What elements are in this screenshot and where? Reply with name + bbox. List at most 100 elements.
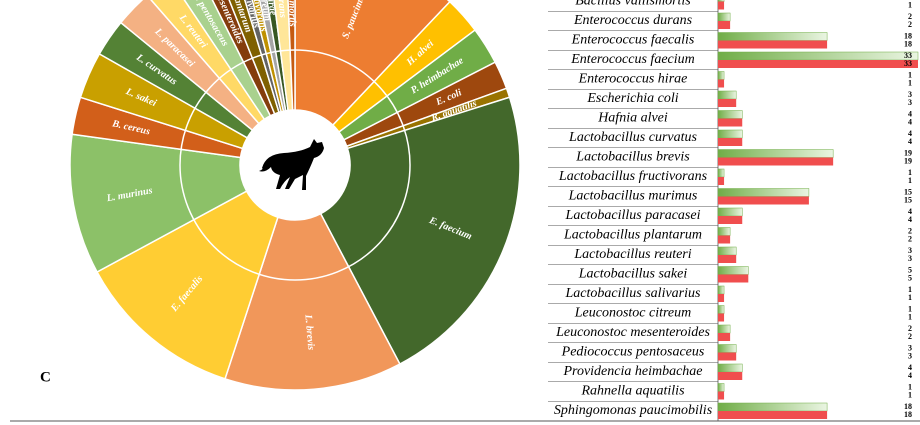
value-label: 1 [908,390,912,399]
bar [717,363,743,373]
inner-ring [179,49,411,281]
row-label: Bacillus vallismortis [575,0,691,9]
value-label: 4 [908,215,912,224]
bar [718,391,725,400]
value-label: 1 [908,0,912,1]
value-label: 1 [908,70,912,79]
value-label: 2 [908,20,912,29]
value-label: 1 [908,176,912,185]
value-label: 18 [904,39,912,48]
value-label: 5 [908,273,912,282]
panel-label: C [40,369,51,385]
bar [717,344,737,353]
value-label: 1 [908,312,912,321]
value-label: 1 [908,285,912,294]
row-label: Lactobacillus paracasei [565,208,701,223]
bar [717,207,743,217]
value-label: 33 [904,59,912,68]
row-label: Lactobacillus reuteri [573,247,691,262]
bar [717,110,743,119]
bar [718,138,743,146]
bar [718,352,737,361]
bar [717,402,828,412]
bar [718,177,725,185]
value-label: 15 [904,187,912,196]
bar [718,235,731,244]
slice-label: L. brevis [302,313,316,350]
row-label: Lactobacillus fructivorans [558,169,708,184]
bar [717,129,743,139]
slice-label: E. durans [274,0,288,18]
value-label: 3 [908,254,912,263]
value-label: 3 [908,98,912,107]
bar [718,196,809,205]
bar [717,32,828,41]
value-label: 5 [908,265,912,274]
value-label: 3 [908,351,912,360]
value-label: 19 [904,148,912,157]
row-label: Enterococcus faecium [570,52,695,67]
row-label: Lactobacillus curvatus [568,130,697,145]
bar [718,411,828,419]
bar [718,274,749,283]
value-label: 1 [908,382,912,391]
row-label: Lactobacillus salivarius [565,286,702,301]
bar [717,285,725,295]
bar [718,21,731,29]
value-label: 1 [908,0,912,9]
cat-icon [259,139,324,190]
value-label: 2 [908,324,912,333]
row-label: Lactobacillus sakei [578,267,688,282]
bar [718,294,725,302]
bar [718,1,725,10]
bar [718,216,743,224]
value-label: 4 [908,363,912,372]
value-label: 4 [908,207,912,216]
row-label: Sphingomonas paucimobilis [554,403,713,418]
bar [717,51,919,61]
bar [717,149,834,158]
value-label: 1 [908,78,912,87]
bar [718,79,725,88]
row-label: Hafnia alvei [597,111,668,126]
pie-slice [69,133,248,273]
bar [718,372,743,380]
row-label: Lactobacillus plantarum [563,228,702,243]
value-label: 4 [908,109,912,118]
slice-label: B. vallismortis [286,0,298,27]
bar [717,71,725,80]
row-label: Lactobacillus murimus [568,189,698,204]
bar [717,324,731,334]
value-label: 1 [908,293,912,302]
value-label: 4 [908,137,912,146]
value-label: 2 [908,332,912,341]
bar [717,188,810,197]
bar [717,305,725,314]
bar [718,255,737,263]
value-label: 2 [908,12,912,21]
bar [717,12,731,22]
value-label: 3 [908,90,912,99]
bar [717,246,737,256]
bar [718,118,743,127]
value-label: 4 [908,117,912,126]
value-label: 18 [904,31,912,40]
row-label: Providencia heimbachae [562,364,702,379]
row-label: Leuconostoc citreum [574,306,692,321]
bar [718,333,731,341]
value-label: 33 [904,51,912,60]
row-label: Escherichia coli [586,91,678,106]
value-label: 19 [904,156,912,165]
row-label: Lactobacillus brevis [575,150,690,165]
value-label: 18 [904,402,912,411]
row-label: Enterococcus faecalis [571,33,695,48]
bar [717,90,737,100]
value-label: 3 [908,246,912,255]
value-label: 18 [904,410,912,419]
bar [717,227,731,236]
bar [717,266,749,275]
bar [718,157,834,166]
row-label: Enterococcus durans [573,13,693,28]
